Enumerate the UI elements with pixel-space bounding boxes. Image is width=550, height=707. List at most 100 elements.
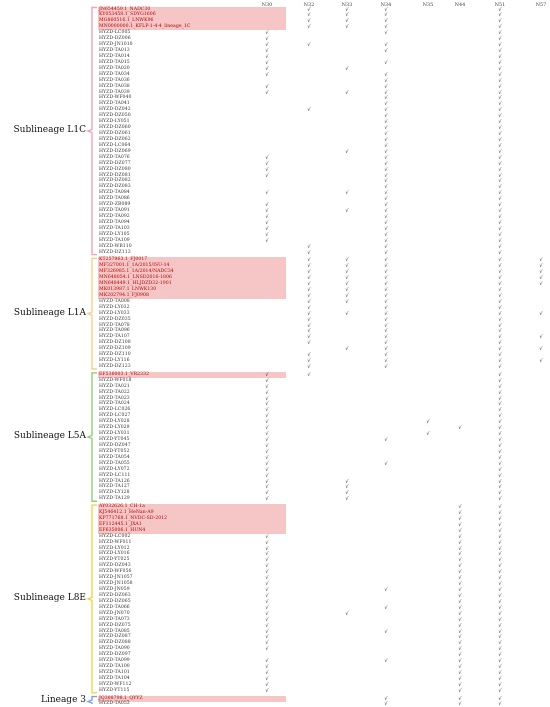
table-row: HYZD-LY012 √ √ √ (98, 546, 548, 552)
check-icon: √ (384, 628, 388, 635)
strain-name: HYZD-TA053 (99, 701, 130, 707)
check-icon: √ (498, 407, 502, 414)
strain-name: HYZD-LY116 (99, 358, 130, 364)
table-row: HYZD-WF056 √ √ √ (98, 569, 548, 575)
check-icon: √ (458, 628, 462, 635)
check-icon: √ (265, 472, 269, 479)
check-icon: √ (498, 65, 502, 72)
check-icon: √ (458, 598, 462, 605)
strain-name: HYZD-TA054 (99, 454, 130, 460)
check-icon: √ (384, 328, 388, 335)
check-icon: √ (384, 352, 388, 359)
check-icon: √ (458, 581, 462, 588)
check-icon: √ (265, 383, 269, 390)
check-icon: √ (307, 352, 311, 359)
check-icon: √ (498, 383, 502, 390)
check-icon: √ (384, 340, 388, 347)
check-icon: √ (458, 616, 462, 623)
strain-name: HYZD-YT052 (99, 448, 130, 454)
check-icon: √ (265, 496, 269, 503)
strain-name: HYZD-TA104 (99, 675, 130, 681)
check-icon: √ (265, 610, 269, 617)
check-icon: √ (498, 490, 502, 497)
check-icon: √ (498, 587, 502, 594)
reference-highlight (98, 292, 286, 299)
strain-name: MN648054.1_LNSD2016-1806 (99, 275, 172, 281)
table-row: HYZD-DZ077 √ √ √ (98, 161, 548, 167)
table-row: HYZD-LC111 √ √ (98, 473, 548, 479)
table-row: MN648449.1_HLJDZD32-1901 √ √ √ √ √ (98, 281, 548, 288)
table-row: HYZD-DZ088 √ √ √ (98, 640, 548, 646)
strain-name: MK202794.1_FJ0908 (99, 292, 149, 298)
check-icon: √ (498, 340, 502, 347)
check-icon: √ (458, 504, 462, 511)
check-icon: √ (265, 575, 269, 582)
check-icon: √ (498, 539, 502, 546)
strain-name: HYZD-TA066 (99, 604, 130, 610)
check-icon: √ (384, 6, 388, 13)
check-icon: √ (384, 257, 388, 264)
check-icon: √ (498, 389, 502, 396)
check-icon: √ (384, 249, 388, 256)
check-icon: √ (384, 125, 388, 132)
check-icon: √ (345, 208, 349, 215)
check-icon: √ (498, 131, 502, 138)
check-icon: √ (498, 36, 502, 43)
strain-name: HYZD-TA036 (99, 77, 130, 83)
check-icon: √ (384, 59, 388, 66)
check-icon: √ (345, 292, 349, 299)
check-icon: √ (498, 12, 502, 19)
check-icon: √ (498, 101, 502, 108)
table-row: HYZD-TA076 √ √ √ (98, 155, 548, 161)
check-icon: √ (458, 687, 462, 694)
strain-name: MN0000000.1_KFLP-1-4-4_lineage_1C (99, 24, 191, 30)
table-row: KP771768.1_NVDC-SD-2012 √ √ (98, 515, 548, 522)
strain-name: HYZD-DZ065 (99, 598, 131, 604)
check-icon: √ (498, 563, 502, 570)
check-icon: √ (498, 610, 502, 617)
table-row: HYZD-TA038 √ √ √ (98, 84, 548, 90)
check-icon: √ (498, 364, 502, 371)
table-row: HYZD-DZ006 √ √ (98, 36, 548, 42)
reference-highlight (98, 257, 286, 264)
check-icon: √ (384, 154, 388, 161)
check-icon: √ (458, 551, 462, 558)
check-icon: √ (498, 616, 502, 623)
check-icon: √ (265, 401, 269, 408)
strain-name: HYZD-DZ061 (99, 131, 131, 137)
check-icon: √ (498, 431, 502, 438)
table-row: HYZD-TA092 √ √ √ (98, 214, 548, 220)
column-header-n30: N30 (261, 2, 273, 8)
check-icon: √ (498, 53, 502, 60)
check-icon: √ (498, 622, 502, 629)
check-icon: √ (384, 364, 388, 371)
check-icon: √ (498, 292, 502, 299)
reference-highlight (98, 509, 286, 516)
strain-name: HYZD-LY031 (99, 431, 130, 437)
check-icon: √ (384, 113, 388, 120)
table-row: HYZD-TA023 √ √ (98, 396, 548, 402)
check-icon: √ (458, 575, 462, 582)
group-bracket-l1a (86, 257, 97, 370)
reference-highlight (98, 275, 286, 282)
check-icon: √ (345, 263, 349, 270)
check-icon: √ (384, 107, 388, 114)
check-icon: √ (498, 551, 502, 558)
check-icon: √ (498, 249, 502, 256)
check-icon: √ (345, 346, 349, 353)
check-icon: √ (426, 419, 430, 426)
check-icon: √ (307, 334, 311, 341)
strain-name: HYZD-DZ043 (99, 563, 131, 569)
strain-name: HYZD-LC002 (99, 533, 131, 539)
check-icon: √ (265, 437, 269, 444)
check-icon: √ (265, 202, 269, 209)
check-icon: √ (498, 346, 502, 353)
check-icon: √ (498, 478, 502, 485)
check-icon: √ (498, 107, 502, 114)
table-row: HYZD-TA090 √ √ √ (98, 646, 548, 652)
check-icon: √ (498, 214, 502, 221)
check-icon: √ (498, 275, 502, 282)
strain-name: HYZD-DZ062 (99, 136, 131, 142)
table-row: HYZD-DZ069 √ √ √ (98, 149, 548, 155)
table-row: HYZD-WF040 √ √ (98, 95, 548, 101)
